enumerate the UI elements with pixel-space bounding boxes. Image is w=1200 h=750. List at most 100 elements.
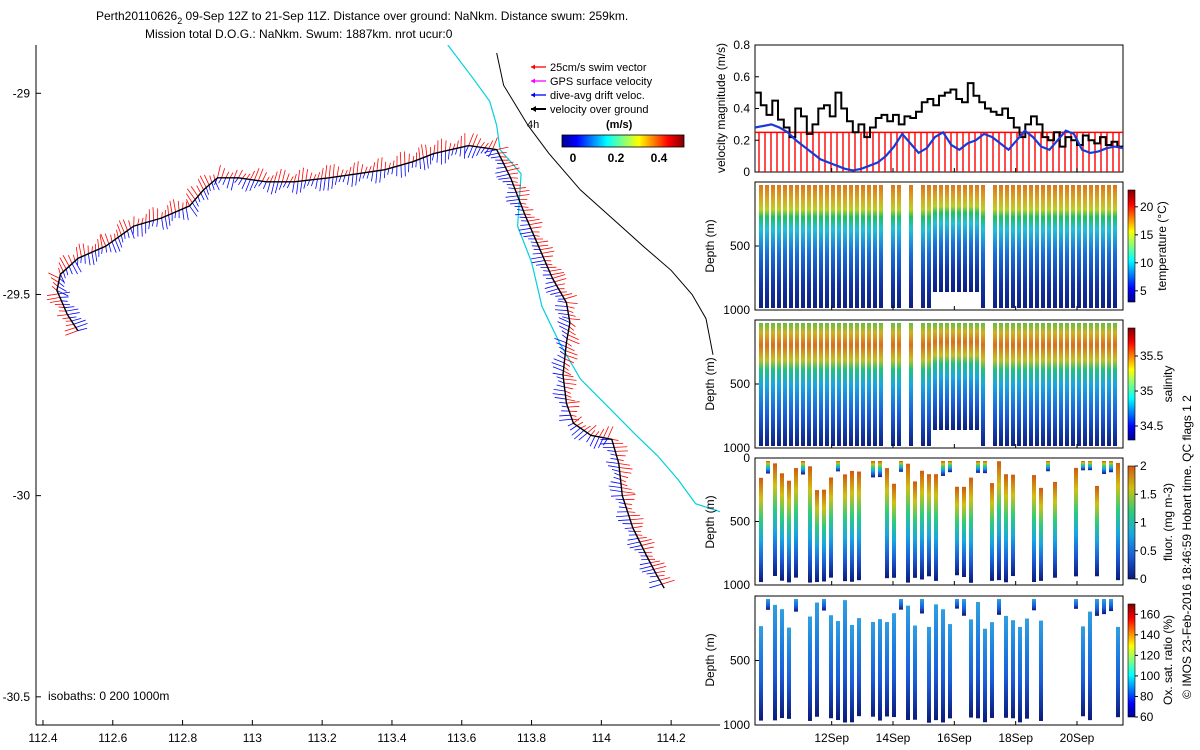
fluorescence-profiles [759,461,1120,583]
drift-vector-arrow [649,579,660,583]
map-x-tick-label: 113.6 [447,731,476,745]
profile-column [855,185,859,308]
profile-column [1053,481,1057,578]
drift-vector-arrow [238,178,243,186]
profile-column [871,621,875,717]
drift-vector-arrow [455,148,458,155]
drift-vector-arrow [245,179,251,192]
drift-vector-arrow [278,181,283,190]
fluorescence-depth-axis: 0 500 1000 [723,451,759,592]
profile-column [990,483,994,581]
figure-title-line1: Perth201106262 09-Sep 12Z to 21-Sep 11Z.… [96,9,628,26]
drift-vector-arrow [561,405,568,408]
swim-vector-arrow [425,144,428,157]
swim-vector-arrow [568,314,576,317]
profile-column [1065,185,1069,308]
swim-vector-arrow [197,178,204,191]
drift-vector-arrow [616,515,629,518]
swim-vector-arrow [641,542,655,546]
drift-vector-arrow [559,325,569,332]
profile-column [1081,626,1085,717]
swim-vector-arrow [618,463,630,466]
profile-column [1032,599,1036,611]
map-legend: 25cm/s swim vector GPS surface velocity … [527,62,685,165]
swim-vector-arrow [116,229,119,238]
swim-vector-arrow [621,491,635,494]
swim-vector-arrow [46,293,59,296]
swim-vector-arrow [73,254,76,262]
swim-vector-arrow [580,425,586,429]
profile-column [993,185,997,308]
profile-column [906,463,910,583]
profile-column [951,323,955,430]
swim-vector-arrow [356,161,359,174]
swim-vector-arrow [317,172,321,180]
swim-vector-arrow [543,255,553,258]
drift-vector-arrow [608,485,622,489]
profile-column [850,624,854,723]
swim-vector-arrow [285,173,290,182]
legend-vog-label: velocity over ground [550,104,648,116]
drift-vector-arrow [610,453,617,456]
drift-vector-arrow [266,181,271,193]
map-x-axis: 112.4 112.6 112.8 113 113.2 113.4 113.6 113.8 11… [28,720,686,745]
swim-vector-arrow [566,302,578,305]
drift-vector-arrow [556,384,565,388]
swim-vector-arrow [637,537,647,539]
drift-vector-arrow [205,187,210,195]
map-x-tick-label: 112.4 [28,731,57,745]
swim-vector-arrow [97,238,100,250]
profile-column [976,602,980,719]
drift-vector-arrow [375,170,378,184]
colorbar-tick-label: 10 [1140,256,1154,270]
swim-vector-arrow [185,201,188,208]
swim-vector-group [46,133,675,585]
drift-vector-arrow [379,170,382,183]
profile-column [1011,323,1015,446]
swim-vector-arrow [619,475,629,479]
drift-vector-arrow [557,300,567,303]
drift-vector-arrow [555,305,568,307]
profile-column [1074,467,1078,577]
profile-column [855,323,859,446]
depth-tick-label: 1000 [723,718,750,732]
swim-vector-arrow [320,168,324,179]
swim-vector-arrow [116,224,122,236]
drift-vector-arrow [101,247,103,254]
profile-column [787,627,791,719]
swim-vector-arrow [511,181,518,183]
swim-vector-arrow [565,350,578,356]
drift-vector-arrow [593,436,600,449]
drift-vector-arrow [496,166,506,169]
profile-column [801,185,805,308]
swim-vector-arrow [556,283,566,286]
legend-drift-velocity: dive-avg drift veloc. [531,90,645,102]
drift-vector-arrow [60,274,66,284]
profile-column [1053,185,1057,308]
map-y-tick-label: -29 [13,86,31,100]
swim-vector-arrow [546,263,553,266]
drift-vector-arrow [117,237,123,248]
profile-column [1088,611,1092,721]
legend-interval-label: 4h [527,119,539,131]
profile-column [878,619,882,721]
swim-vector-arrow [569,318,581,321]
drift-vector-arrow [161,217,164,230]
drift-vector-arrow [484,148,490,154]
drift-vector-arrow [174,211,176,219]
drift-vector-arrow [618,506,627,509]
swim-vector-arrow [445,140,447,151]
profile-column [899,599,903,610]
swim-vector-arrow [492,137,498,150]
profile-column [807,185,811,308]
drift-vector-arrow [557,354,565,360]
swim-vector-arrow [541,250,555,254]
profile-column [948,461,952,473]
velocity-y-axis: 0 0.2 0.4 0.6 0.8 [733,38,759,179]
swim-vector-arrow [273,171,278,182]
profile-column [1089,323,1093,446]
drift-vector-arrow [562,316,570,319]
profile-column [1053,323,1057,446]
colorbar-tick-label: 35 [1140,384,1154,398]
drift-vector-arrow [451,149,454,156]
